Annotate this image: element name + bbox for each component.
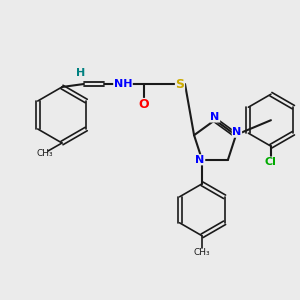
Text: O: O — [139, 98, 149, 112]
Text: H: H — [76, 68, 85, 78]
Text: S: S — [176, 77, 184, 91]
Text: Cl: Cl — [265, 157, 277, 167]
Text: N: N — [210, 112, 220, 122]
Text: N: N — [232, 127, 242, 137]
Text: CH₃: CH₃ — [194, 248, 210, 257]
Text: N: N — [195, 155, 205, 165]
Text: NH: NH — [114, 79, 132, 89]
Text: CH₃: CH₃ — [37, 148, 53, 158]
